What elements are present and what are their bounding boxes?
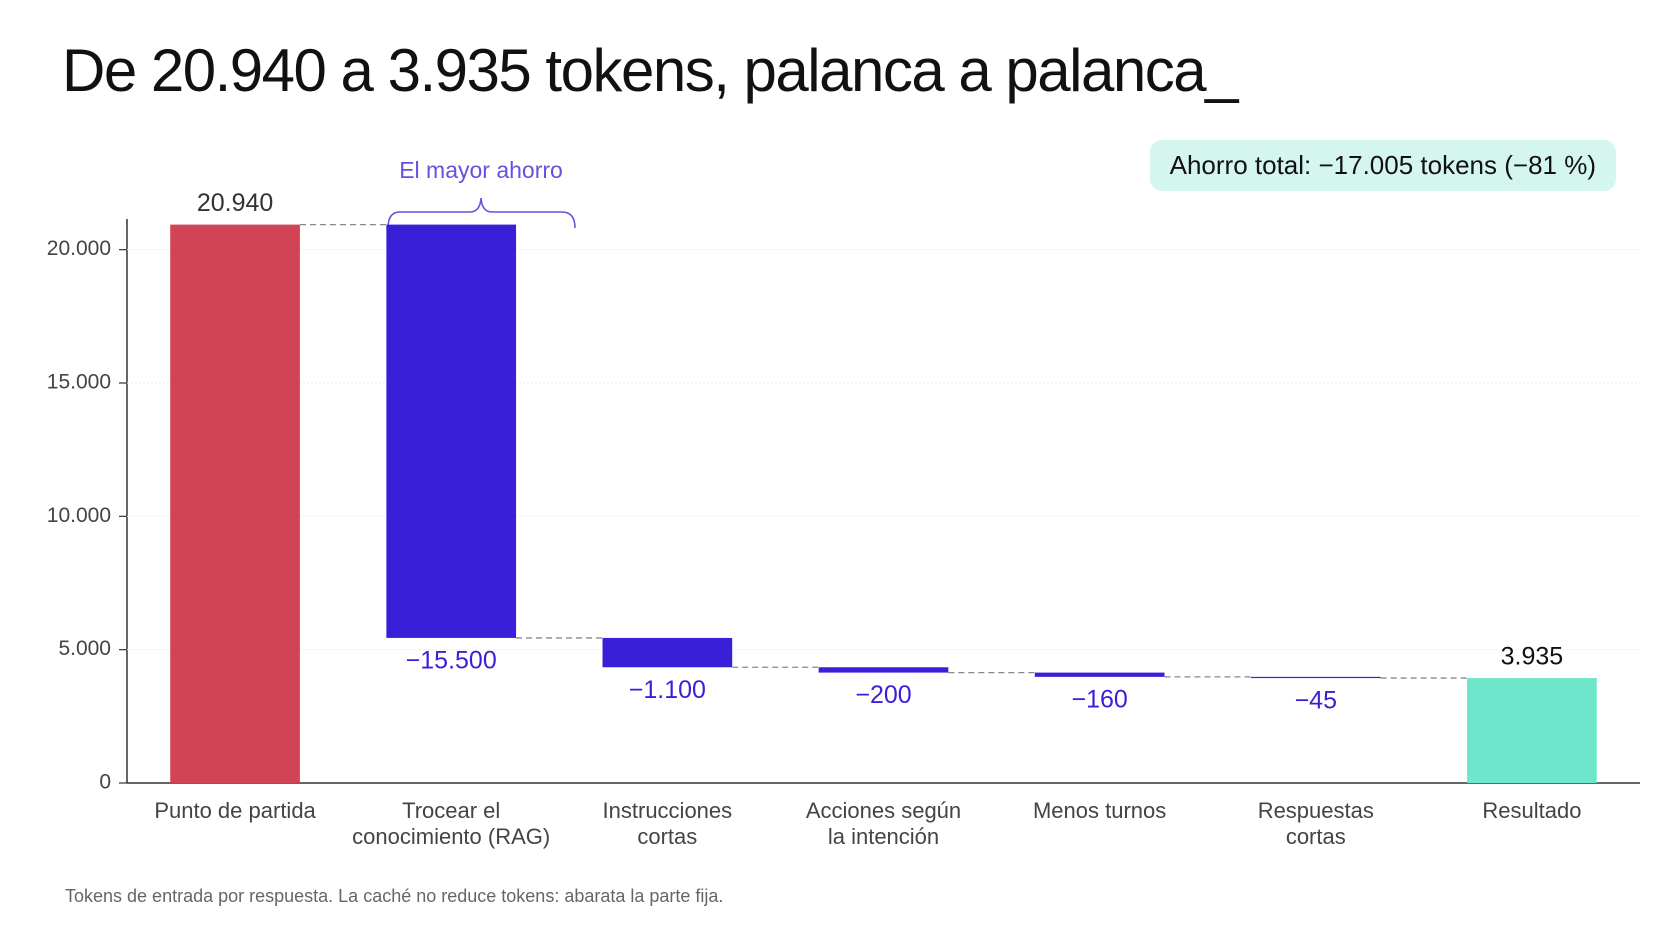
x-tick-label: Respuestas cortas [1257, 798, 1374, 849]
footnote: Tokens de entrada por respuesta. La cach… [65, 886, 724, 906]
total-badge: Ahorro total: −17.005 tokens (−81 %) [1149, 140, 1616, 191]
y-tick-label: 5.000 [58, 637, 111, 660]
bar [818, 667, 949, 673]
value-label: −200 [855, 681, 911, 709]
bar [602, 637, 733, 668]
value-label: −1.100 [629, 676, 706, 704]
y-tick-label: 20.000 [47, 237, 111, 260]
bar [1250, 676, 1381, 679]
annotation: El mayor ahorro [399, 157, 563, 183]
x-tick-label: Resultado [1482, 798, 1582, 823]
value-label: −15.500 [406, 647, 497, 675]
y-tick-label: 0 [99, 771, 111, 794]
y-tick-label: 15.000 [47, 371, 111, 394]
x-tick-label: Instrucciones cortas [602, 798, 733, 849]
x-tick-label: Menos turnos [1032, 798, 1167, 823]
x-tick-label: Acciones según la intención [805, 798, 962, 849]
chart-title: De 20.940 a 3.935 tokens, palanca a pala… [62, 37, 1238, 104]
value-label: 20.940 [197, 189, 273, 217]
value-label: −160 [1071, 685, 1127, 713]
bar [1467, 678, 1597, 783]
value-label: 3.935 [1501, 643, 1564, 671]
x-tick-label: Trocear el conocimiento (RAG) [352, 798, 551, 849]
annotation-bracket [387, 197, 576, 229]
value-label: −45 [1295, 687, 1337, 715]
bar [170, 224, 300, 784]
y-tick-label: 10.000 [47, 504, 111, 527]
x-tick-label: Punto de partida [154, 798, 316, 823]
bar [1034, 672, 1165, 677]
bar [386, 224, 517, 638]
